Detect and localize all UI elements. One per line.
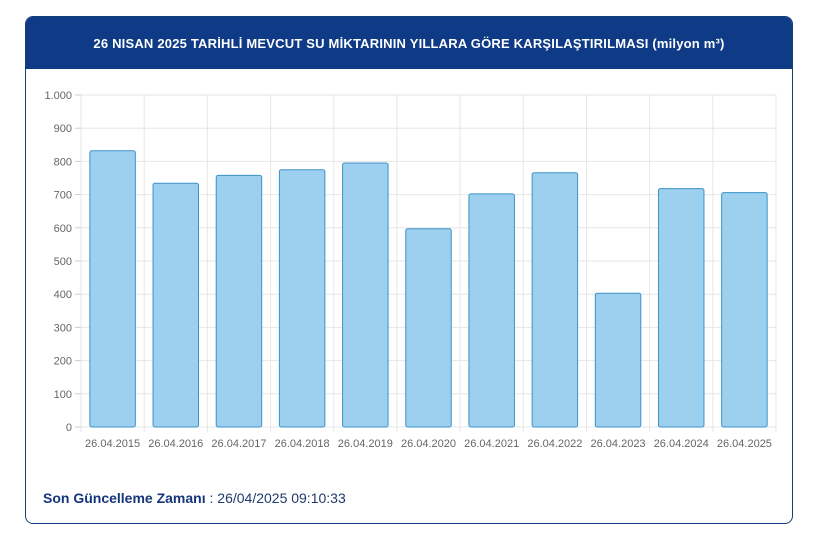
x-tick-label: 26.04.2015	[85, 438, 140, 450]
x-tick-label: 26.04.2017	[211, 438, 266, 450]
y-tick-label: 900	[54, 123, 72, 135]
last-updated-separator: :	[205, 490, 218, 506]
x-tick-label: 26.04.2020	[401, 438, 456, 450]
chart-area: 0 100 200 300 400 500 600 700 800 900 1.000 26.04.2…	[26, 69, 792, 469]
bar	[89, 150, 136, 428]
last-updated: Son Güncelleme Zamanı : 26/04/2025 09:10…	[43, 490, 346, 506]
y-tick-label: 500	[54, 256, 72, 268]
bar	[594, 292, 642, 428]
y-tick-label: 800	[54, 156, 72, 168]
x-tick-label: 26.04.2019	[338, 438, 393, 450]
chart-title: 26 NISAN 2025 TARİHLİ MEVCUT SU MİKTARIN…	[26, 17, 792, 69]
bar	[531, 172, 579, 428]
x-tick-label: 26.04.2022	[527, 438, 582, 450]
last-updated-value: 26/04/2025 09:10:33	[217, 490, 346, 506]
bar	[152, 182, 200, 428]
x-tick-label: 26.04.2016	[148, 438, 203, 450]
bar	[215, 174, 263, 428]
y-tick-label: 100	[54, 389, 72, 401]
bar	[657, 188, 705, 428]
x-tick-label: 26.04.2025	[717, 438, 772, 450]
y-tick-label: 600	[54, 223, 72, 235]
bar	[405, 228, 452, 428]
bar	[278, 169, 326, 428]
y-tick-label: 400	[54, 289, 72, 301]
x-tick-label: 26.04.2024	[654, 438, 709, 450]
y-tick-label: 300	[54, 322, 72, 334]
chart-card: 26 NISAN 2025 TARİHLİ MEVCUT SU MİKTARIN…	[25, 16, 793, 524]
bar-chart: 0 100 200 300 400 500 600 700 800 900 1.000 26.04.2…	[44, 90, 777, 450]
x-tick-label: 26.04.2021	[464, 438, 519, 450]
y-tick-label: 700	[54, 190, 72, 202]
x-tick-label: 26.04.2023	[591, 438, 646, 450]
x-tick-label: 26.04.2018	[275, 438, 330, 450]
y-tick-label: 0	[66, 422, 72, 434]
y-tick-label: 1.000	[44, 90, 72, 102]
last-updated-label: Son Güncelleme Zamanı	[43, 490, 206, 506]
y-tick-label: 200	[54, 356, 72, 368]
bar	[342, 162, 389, 428]
bar	[721, 192, 768, 428]
bar	[468, 193, 515, 428]
